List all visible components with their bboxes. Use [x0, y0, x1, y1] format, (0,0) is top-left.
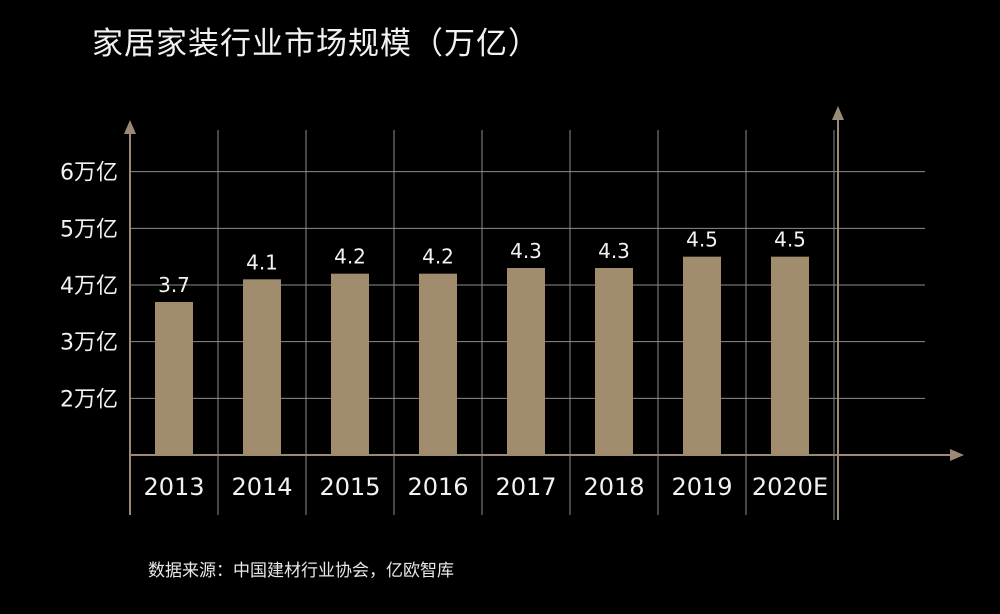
x-axis-arrow — [950, 449, 964, 461]
x-tick-label: 2015 — [319, 473, 380, 501]
x-tick-label: 2013 — [143, 473, 204, 501]
y-tick-label: 3万亿 — [60, 331, 118, 356]
data-label: 4.3 — [598, 239, 630, 263]
chart-title: 家居家装行业市场规模（万亿） — [92, 26, 540, 62]
bar — [771, 256, 809, 455]
bar — [683, 256, 721, 455]
bars — [155, 256, 809, 455]
y-axis-arrow — [124, 120, 136, 134]
bar — [331, 273, 369, 455]
bar — [507, 268, 545, 455]
data-label: 4.2 — [334, 245, 366, 269]
y-tick-label: 5万亿 — [60, 217, 118, 242]
data-label: 4.3 — [510, 239, 542, 263]
data-label: 4.1 — [246, 250, 278, 274]
right-axis-arrow — [832, 106, 844, 120]
bar — [243, 279, 281, 455]
data-label: 4.5 — [686, 228, 718, 252]
data-label: 4.5 — [774, 228, 806, 252]
x-tick-label: 2014 — [231, 473, 292, 501]
bar — [595, 268, 633, 455]
x-tick-label: 2017 — [495, 473, 556, 501]
bar — [419, 273, 457, 455]
data-label: 4.2 — [422, 245, 454, 269]
x-tick-label: 2016 — [407, 473, 468, 501]
bar — [155, 302, 193, 455]
data-label: 3.7 — [158, 273, 190, 297]
y-tick-label: 2万亿 — [60, 387, 118, 412]
data-source-note: 数据来源：中国建材行业协会，亿欧智库 — [148, 561, 454, 581]
y-tick-label: 4万亿 — [60, 274, 118, 299]
x-tick-label: 2019 — [671, 473, 732, 501]
y-tick-label: 6万亿 — [60, 161, 118, 186]
x-tick-label: 2020E — [752, 473, 828, 501]
x-tick-label: 2018 — [583, 473, 644, 501]
labels: 2万亿 3万亿 4万亿 5万亿 6万亿 3.7 2013 4.1 2014 4.2 2015 4.2 2… — [60, 161, 828, 501]
